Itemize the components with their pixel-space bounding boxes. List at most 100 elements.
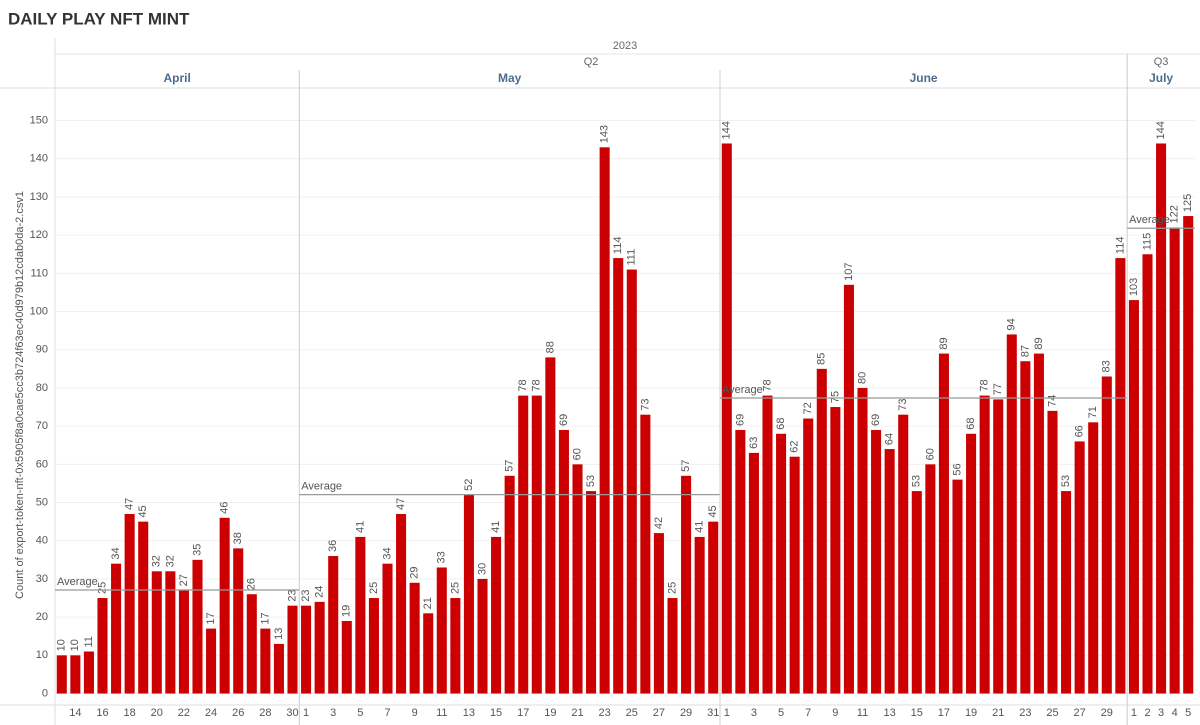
- data-label: 34: [110, 547, 122, 559]
- x-tick-label: 19: [965, 707, 977, 719]
- data-label: 32: [151, 555, 163, 567]
- bar: [1128, 300, 1139, 694]
- data-label: 29: [409, 567, 421, 579]
- data-label: 89: [1033, 337, 1045, 349]
- data-label: 68: [775, 418, 787, 430]
- data-label: 69: [558, 414, 570, 426]
- data-label: 25: [96, 582, 108, 594]
- data-label: 73: [639, 398, 651, 410]
- bar: [721, 143, 732, 694]
- data-label: 144: [721, 121, 733, 139]
- data-label: 30: [476, 563, 488, 575]
- bar: [871, 429, 882, 694]
- bar: [694, 536, 705, 694]
- data-label: 41: [354, 521, 366, 533]
- quarter-header: Q2: [584, 56, 599, 68]
- x-tick-label: 17: [938, 707, 950, 719]
- bar: [938, 353, 949, 694]
- data-label: 47: [395, 498, 407, 510]
- bar: [626, 269, 637, 694]
- data-label: 35: [191, 544, 203, 556]
- bar: [1074, 441, 1085, 694]
- y-tick-label: 20: [36, 611, 48, 623]
- chart-title: DAILY PLAY NFT MINT: [8, 9, 190, 28]
- data-label: 89: [938, 337, 950, 349]
- data-label: 53: [1060, 475, 1072, 487]
- data-label: 25: [666, 582, 678, 594]
- data-label: 78: [761, 379, 773, 391]
- x-tick-label: 25: [1046, 707, 1058, 719]
- bar: [640, 414, 651, 694]
- data-label: 23: [300, 589, 312, 601]
- data-label: 73: [897, 398, 909, 410]
- data-label: 25: [368, 582, 380, 594]
- bar: [328, 556, 339, 694]
- x-tick-label: 7: [384, 707, 390, 719]
- x-tick-label: 4: [1172, 707, 1178, 719]
- bar: [463, 494, 474, 694]
- data-label: 38: [232, 532, 244, 544]
- data-label: 80: [856, 372, 868, 384]
- bar: [97, 598, 108, 694]
- bar: [613, 258, 624, 694]
- data-label: 78: [979, 379, 991, 391]
- bar: [477, 578, 488, 694]
- bar: [843, 284, 854, 694]
- bar: [1088, 422, 1099, 694]
- y-tick-label: 110: [30, 267, 48, 279]
- data-label: 85: [816, 353, 828, 365]
- x-tick-label: 1: [724, 707, 730, 719]
- average-label: Average: [1129, 214, 1170, 226]
- data-label: 10: [56, 639, 68, 651]
- data-label: 46: [219, 502, 231, 514]
- bar: [1156, 143, 1167, 694]
- bar: [504, 475, 515, 694]
- average-label: Average: [301, 481, 342, 493]
- bar: [803, 418, 814, 694]
- x-tick-label: 1: [303, 707, 309, 719]
- data-label: 57: [680, 460, 692, 472]
- bar: [368, 598, 379, 694]
- x-tick-label: 29: [680, 707, 692, 719]
- month-header: April: [163, 71, 190, 85]
- x-tick-label: 3: [330, 707, 336, 719]
- bar: [178, 590, 189, 694]
- data-label: 78: [531, 379, 543, 391]
- data-label: 69: [870, 414, 882, 426]
- x-tick-label: 1: [1131, 707, 1137, 719]
- data-label: 111: [626, 249, 638, 266]
- x-tick-label: 21: [571, 707, 583, 719]
- data-label: 144: [1155, 121, 1167, 139]
- x-tick-label: 24: [205, 707, 217, 719]
- bar: [1047, 410, 1058, 694]
- x-tick-label: 25: [626, 707, 638, 719]
- data-label: 23: [286, 589, 298, 601]
- bar: [599, 147, 610, 694]
- x-tick-label: 13: [884, 707, 896, 719]
- bar: [1101, 376, 1112, 694]
- bar: [56, 655, 67, 694]
- data-label: 11: [83, 636, 95, 647]
- data-label: 21: [422, 597, 434, 609]
- bar: [748, 452, 759, 694]
- month-header: June: [910, 71, 938, 85]
- x-tick-label: 2: [1144, 707, 1150, 719]
- x-tick-label: 11: [436, 707, 447, 719]
- bar: [545, 357, 556, 694]
- data-label: 19: [341, 605, 353, 617]
- bar: [138, 521, 149, 694]
- data-label: 75: [829, 391, 841, 403]
- y-tick-label: 70: [36, 420, 48, 432]
- bar: [273, 643, 284, 694]
- bar: [450, 598, 461, 694]
- x-tick-label: 30: [286, 707, 298, 719]
- average-label: Average: [57, 576, 98, 588]
- bar: [816, 368, 827, 694]
- data-label: 71: [1087, 406, 1099, 418]
- bar: [911, 491, 922, 694]
- x-tick-label: 19: [544, 707, 556, 719]
- data-label: 27: [178, 574, 190, 586]
- y-tick-label: 30: [36, 573, 48, 585]
- data-label: 52: [463, 479, 475, 491]
- bar: [681, 475, 692, 694]
